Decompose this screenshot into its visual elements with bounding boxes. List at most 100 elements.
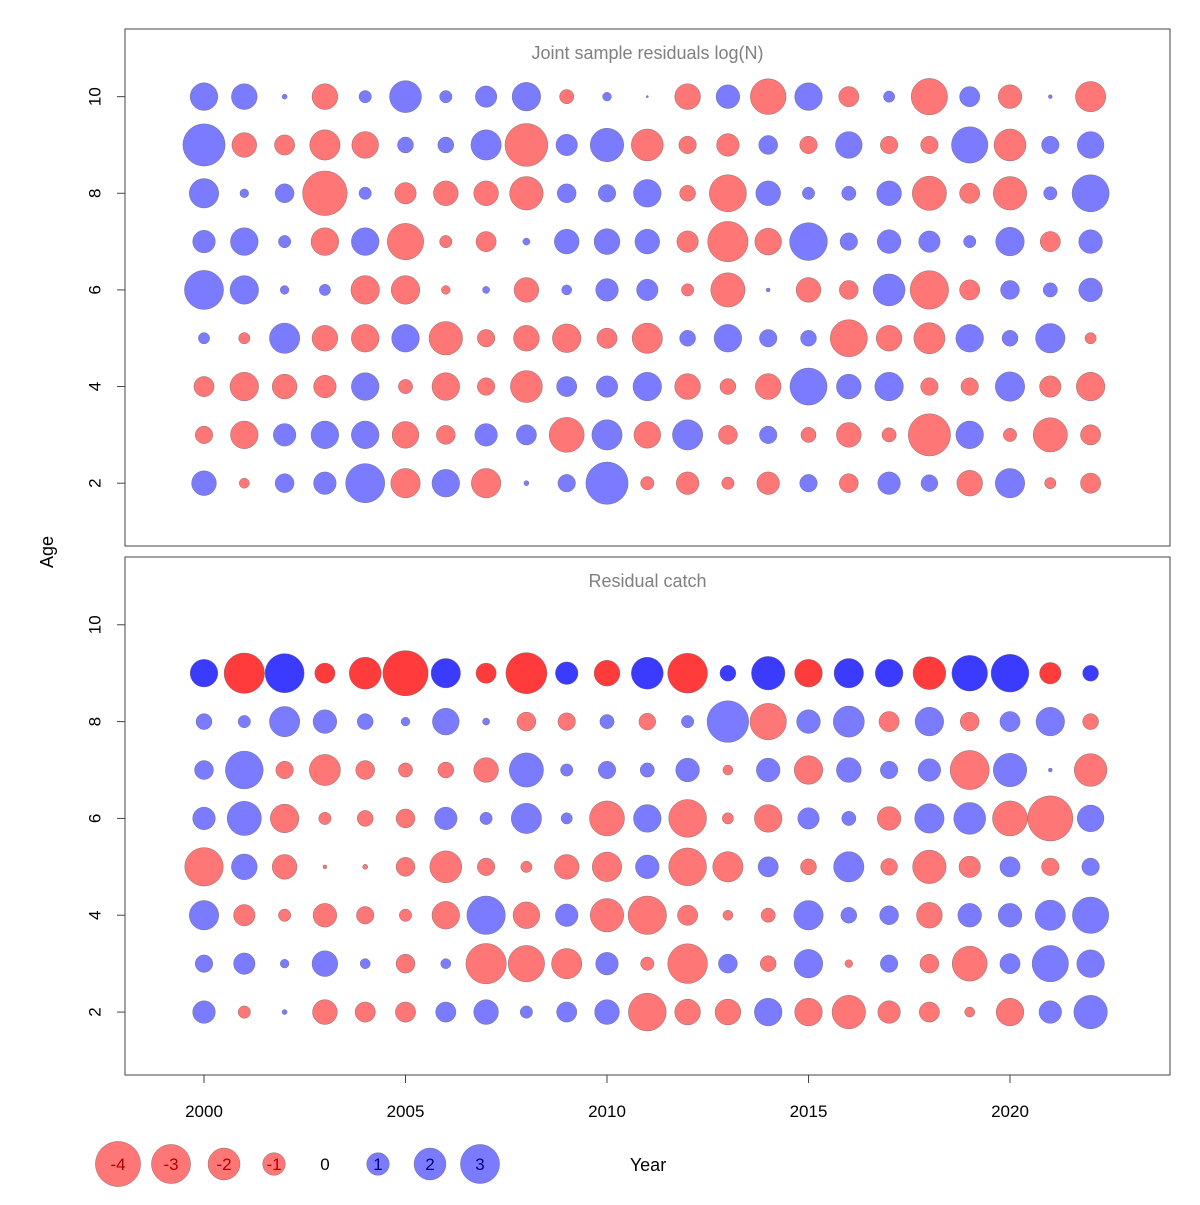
panel-2-bubble-age4-2020: [997, 903, 1023, 928]
panel-2-bubble-age8-2008: [516, 711, 537, 732]
panel-2-bubble-age2-2021: [1038, 1000, 1062, 1024]
panel-1-bubble-age6-2014: [766, 287, 771, 293]
panel-2-bubble-age6-2006: [434, 806, 458, 830]
panel-2-bubble-age8-2006: [432, 708, 460, 736]
panel-2-bubble-age3-2005: [395, 953, 416, 974]
panel-1-bubble-age5-2000: [198, 332, 210, 345]
panel-1-bubble-age10-2014: [750, 78, 787, 115]
panel-1-bubble-age10-2001: [231, 83, 258, 110]
panel-1-bubble-age4-2019: [960, 377, 979, 396]
x-tick-label-2005: 2005: [387, 1102, 425, 1121]
panel-2-bubble-age4-2008: [512, 901, 540, 929]
panel-1-bubble-age10-2005: [389, 80, 422, 113]
panel-2-bubble-age7-2007: [473, 757, 499, 783]
panel-2-bubble-age9-2004: [349, 657, 382, 690]
panel-2-bubble-age2-2007: [473, 999, 499, 1025]
panel-2-bubble-age4-2012: [677, 904, 698, 926]
panel-1-bubble-age6-2008: [513, 277, 539, 303]
panel-2-bubble-age8-2002: [269, 706, 300, 737]
panel-1-bubble-age7-2012: [676, 230, 699, 253]
panel-1-bubble-age2-2020: [995, 468, 1025, 499]
panel-1-bubble-age7-2010: [593, 228, 621, 255]
panel-1-bubble-age7-2020: [995, 227, 1025, 257]
panel-2-bubble-age6-2014: [754, 804, 783, 833]
x-axis-label: Year: [630, 1155, 666, 1175]
panel-1-bubble-age9-2019: [951, 126, 989, 164]
panel-1-bubble-age10-2004: [358, 90, 372, 104]
panel-1-bubble-age9-2013: [716, 133, 740, 157]
panel-2-bubble-age9-2022: [1082, 664, 1099, 682]
panel-1-bubble-age4-2018: [920, 377, 939, 396]
panel-1-bubble-age9-2009: [555, 134, 578, 156]
panel-2-bubble-age4-2004: [356, 906, 375, 925]
panel-1-bubble-age9-2018: [920, 136, 939, 154]
panel-2-bubble-age8-2019: [960, 711, 980, 732]
panel-2-bubble-age7-2020: [993, 753, 1027, 787]
panel-1-bubble-age4-2021: [1039, 375, 1062, 398]
panel-2-bubble-age2-2006: [435, 1001, 457, 1023]
panel-2-bubble-age2-2020: [995, 998, 1025, 1027]
panel-2-bubble-age7-2005: [398, 762, 413, 778]
panel-1-bubble-age5-2016: [830, 319, 868, 358]
panel-2-bubble-age9-2010: [593, 660, 621, 687]
panel-1-bubble-age2-2008: [523, 480, 530, 486]
panel-1-bubble-age7-2013: [707, 221, 749, 263]
panel-1-bubble-age7-2016: [839, 232, 858, 251]
panel-2-ytick-label-10: 10: [85, 615, 104, 634]
panel-1-bubble-age9-2017: [880, 136, 899, 154]
panel-2-bubble-age9-2000: [189, 659, 219, 688]
panel-1-bubble-age7-2001: [230, 227, 259, 256]
panel-1-bubble-age4-2017: [874, 372, 904, 402]
panel-1-bubble-age7-2009: [554, 229, 580, 255]
panel-1-bubble-age8-2012: [679, 185, 696, 202]
panel-1-bubble-age10-2022: [1075, 81, 1106, 113]
panel-2-bubble-age6-2011: [633, 804, 662, 833]
panel-1-ytick-label-2: 2: [85, 478, 104, 487]
panel-2-bubble-age9-2005: [382, 650, 429, 696]
panel-2-bubble-age5-2000: [184, 847, 224, 887]
panel-1-bubble-age5-2020: [1001, 330, 1019, 347]
panel-2-bubble-age7-2001: [225, 750, 264, 790]
panel-1-bubble-age6-2022: [1078, 277, 1103, 302]
panel-2-bubble-age9-2009: [555, 661, 579, 685]
panel-1-bubble-age10-2000: [189, 82, 219, 111]
panel-2-bubble-age7-2018: [917, 758, 941, 782]
panel-2-bubble-age9-2015: [794, 659, 823, 688]
x-tick-label-2015: 2015: [790, 1102, 828, 1121]
panel-1-bubble-age4-2010: [596, 375, 618, 398]
panel-1-bubble-age7-2004: [351, 227, 380, 256]
panel-1-bubble-age8-2009: [557, 183, 577, 203]
panel-2-ytick-label-8: 8: [85, 717, 104, 726]
panel-1-bubble-age2-2009: [557, 474, 576, 493]
panel-1-bubble-age7-2008: [522, 237, 531, 246]
panel-2-bubble-age3-2015: [794, 949, 823, 979]
panel-1-bubble-age10-2008: [511, 82, 541, 112]
panel-2-bubble-age6-2007: [479, 812, 493, 825]
panel-2-bubble-age7-2003: [309, 754, 341, 786]
panel-1-bubble-age7-2006: [439, 235, 453, 248]
panel-1-bubble-age10-2013: [715, 84, 740, 109]
panel-2-bubble-age8-2007: [482, 717, 490, 726]
panel-2-bubble-age4-2018: [916, 902, 943, 929]
y-axis-label: Age: [37, 536, 57, 568]
panel-1-bubble-age9-2015: [799, 136, 818, 154]
panel-1-bubble-age4-2012: [674, 373, 701, 400]
panel-1-bubble-age8-2014: [755, 180, 781, 206]
x-tick-label-2010: 2010: [588, 1102, 626, 1121]
panel-2-bubble-age6-2022: [1077, 804, 1105, 832]
panel-2-bubble-age4-2019: [957, 903, 982, 928]
panel-1-bubble-age4-2014: [755, 373, 782, 400]
panel-1-bubble-age5-2012: [679, 330, 696, 347]
panel-1-bubble-age4-2022: [1076, 372, 1106, 402]
x-tick-label-2020: 2020: [991, 1102, 1029, 1121]
panel-1-ytick-label-10: 10: [85, 87, 104, 106]
panel-1-bubble-age3-2019: [955, 420, 984, 449]
legend-label-2: 2: [425, 1155, 434, 1174]
panel-2-bubble-age5-2010: [592, 851, 622, 882]
panel-1-bubble-age2-2000: [191, 470, 217, 496]
panel-2-bubble-age3-2019: [951, 945, 988, 982]
panel-1-bubble-age10-2015: [794, 82, 823, 111]
panel-1-bubble-age4-2016: [836, 373, 862, 400]
panel-1-bubble-age4-2013: [719, 378, 737, 395]
panel-2-bubble-age6-2012: [668, 799, 707, 838]
